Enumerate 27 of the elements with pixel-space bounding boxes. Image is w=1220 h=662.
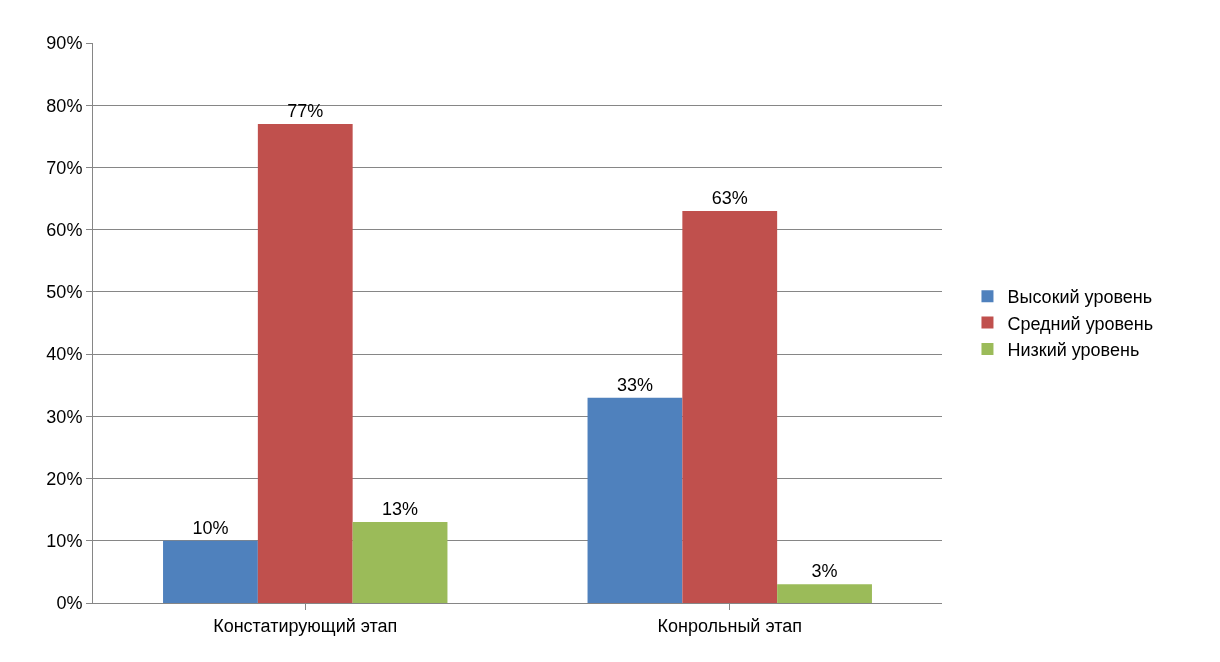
y-tick-label: 60% <box>46 219 83 240</box>
bar <box>257 123 353 603</box>
legend-label: Высокий уровень <box>1007 287 1153 308</box>
y-tick-label: 90% <box>46 33 83 54</box>
data-label: 10% <box>192 517 229 538</box>
data-label: 77% <box>287 100 324 121</box>
bar <box>352 522 448 603</box>
data-label: 13% <box>382 499 419 520</box>
x-tick-label: Констатирующий этап <box>213 615 398 636</box>
y-tick-label: 10% <box>46 531 83 552</box>
y-tick-label: 30% <box>46 406 83 427</box>
y-tick-label: 80% <box>46 95 83 116</box>
y-tick-label: 0% <box>56 593 83 614</box>
legend-label: Средний уровень <box>1007 313 1154 334</box>
data-label: 3% <box>811 561 838 582</box>
x-tick-label: Конрольный этап <box>657 615 802 636</box>
bar <box>777 584 872 603</box>
bar <box>587 397 683 603</box>
y-tick-label: 20% <box>46 468 83 489</box>
y-tick-label: 40% <box>46 344 83 365</box>
y-tick-label: 50% <box>46 282 83 303</box>
y-tick-label: 70% <box>46 157 83 178</box>
legend-label: Низкий уровень <box>1007 340 1140 361</box>
bar <box>682 211 778 603</box>
data-label: 63% <box>711 188 748 208</box>
bar <box>163 540 258 603</box>
data-label: 33% <box>616 374 653 395</box>
